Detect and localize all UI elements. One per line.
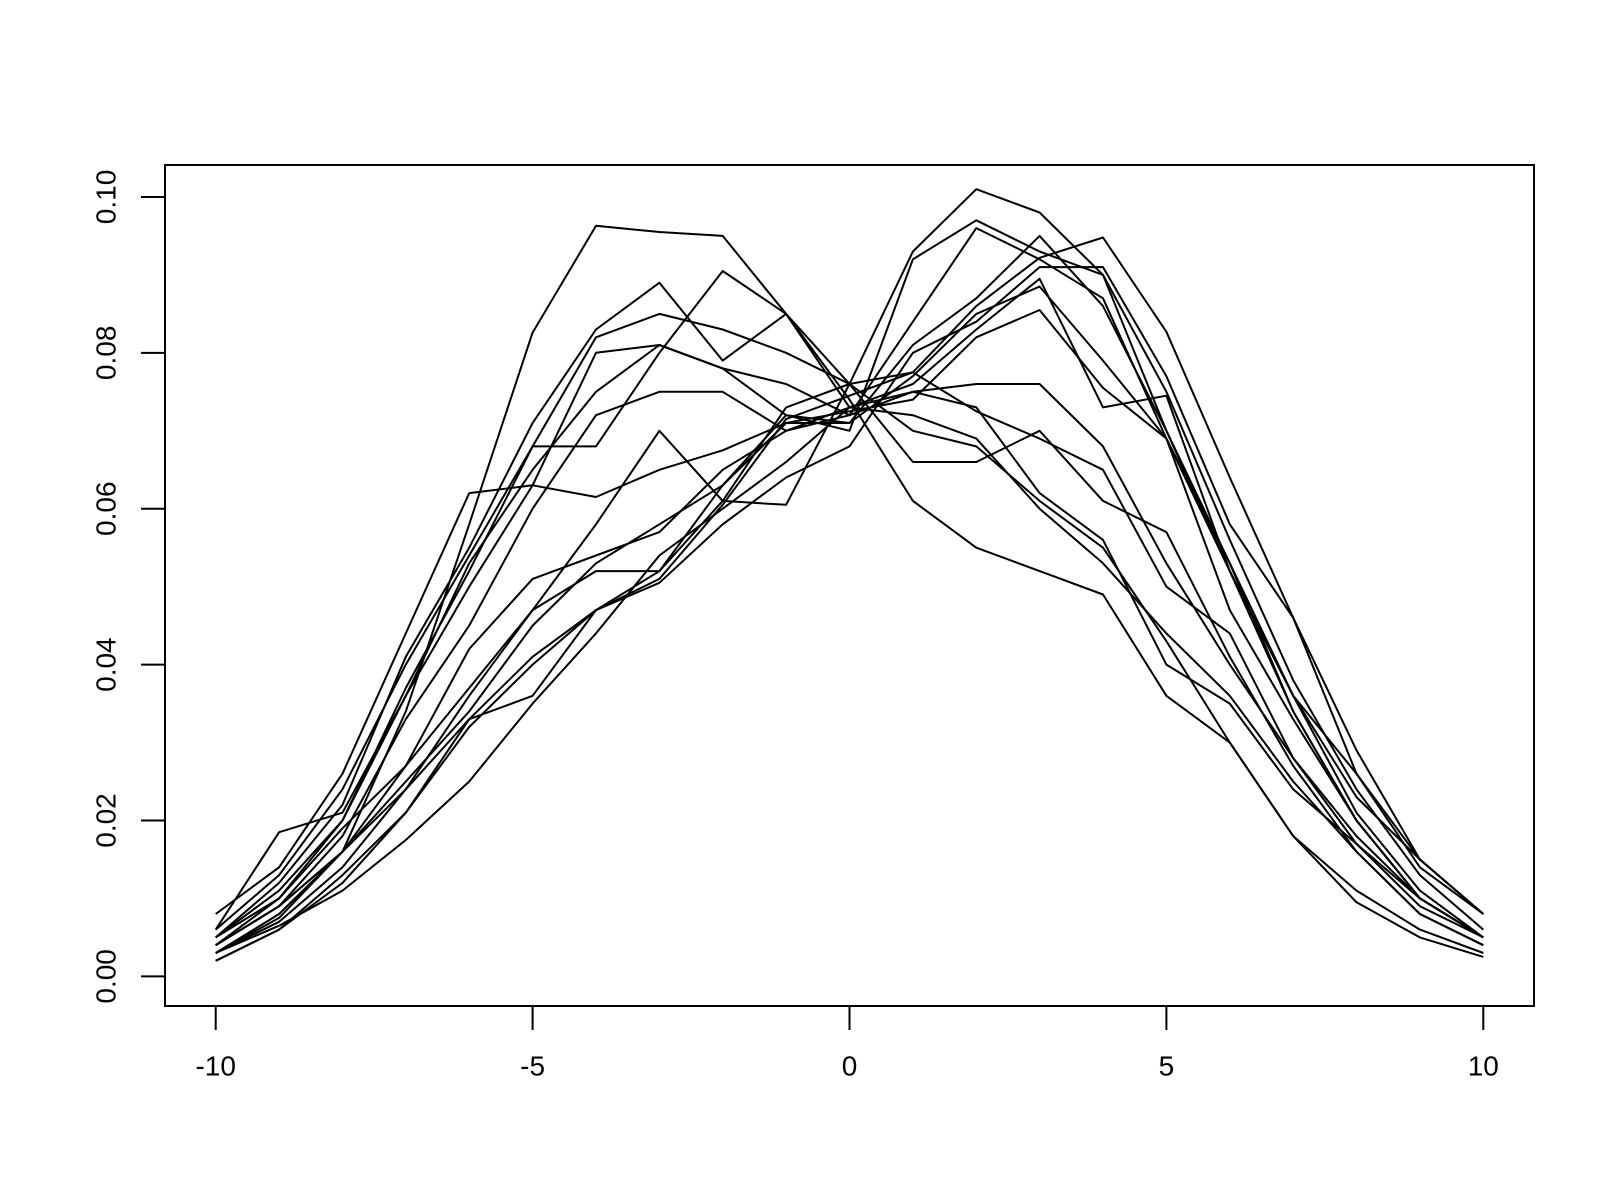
series-line (215, 344, 1484, 939)
y-tick-label: 0.00 (90, 949, 121, 1004)
series-line (215, 277, 1484, 954)
x-tick-label: -10 (195, 1050, 235, 1081)
x-tick-label: -5 (520, 1050, 545, 1081)
x-tick-label: 0 (842, 1050, 858, 1081)
y-tick-label: 0.08 (90, 326, 121, 381)
series-line (215, 266, 1484, 962)
series-line (215, 188, 1484, 954)
y-tick-label: 0.06 (90, 481, 121, 535)
x-tick-label: 10 (1468, 1050, 1499, 1081)
plot-box (164, 164, 1535, 1007)
series-line (215, 309, 1484, 915)
y-tick-label: 0.10 (90, 170, 121, 225)
series-line (215, 234, 1484, 962)
series-line (215, 219, 1484, 947)
series-line (215, 227, 1484, 939)
series-line (214, 285, 1484, 939)
x-tick-label: 5 (1159, 1050, 1175, 1081)
series-line (215, 270, 1484, 947)
y-tick-label: 0.02 (90, 793, 121, 848)
series-line (215, 236, 1484, 954)
y-tick-label: 0.04 (90, 637, 121, 692)
series-line (215, 224, 1484, 958)
